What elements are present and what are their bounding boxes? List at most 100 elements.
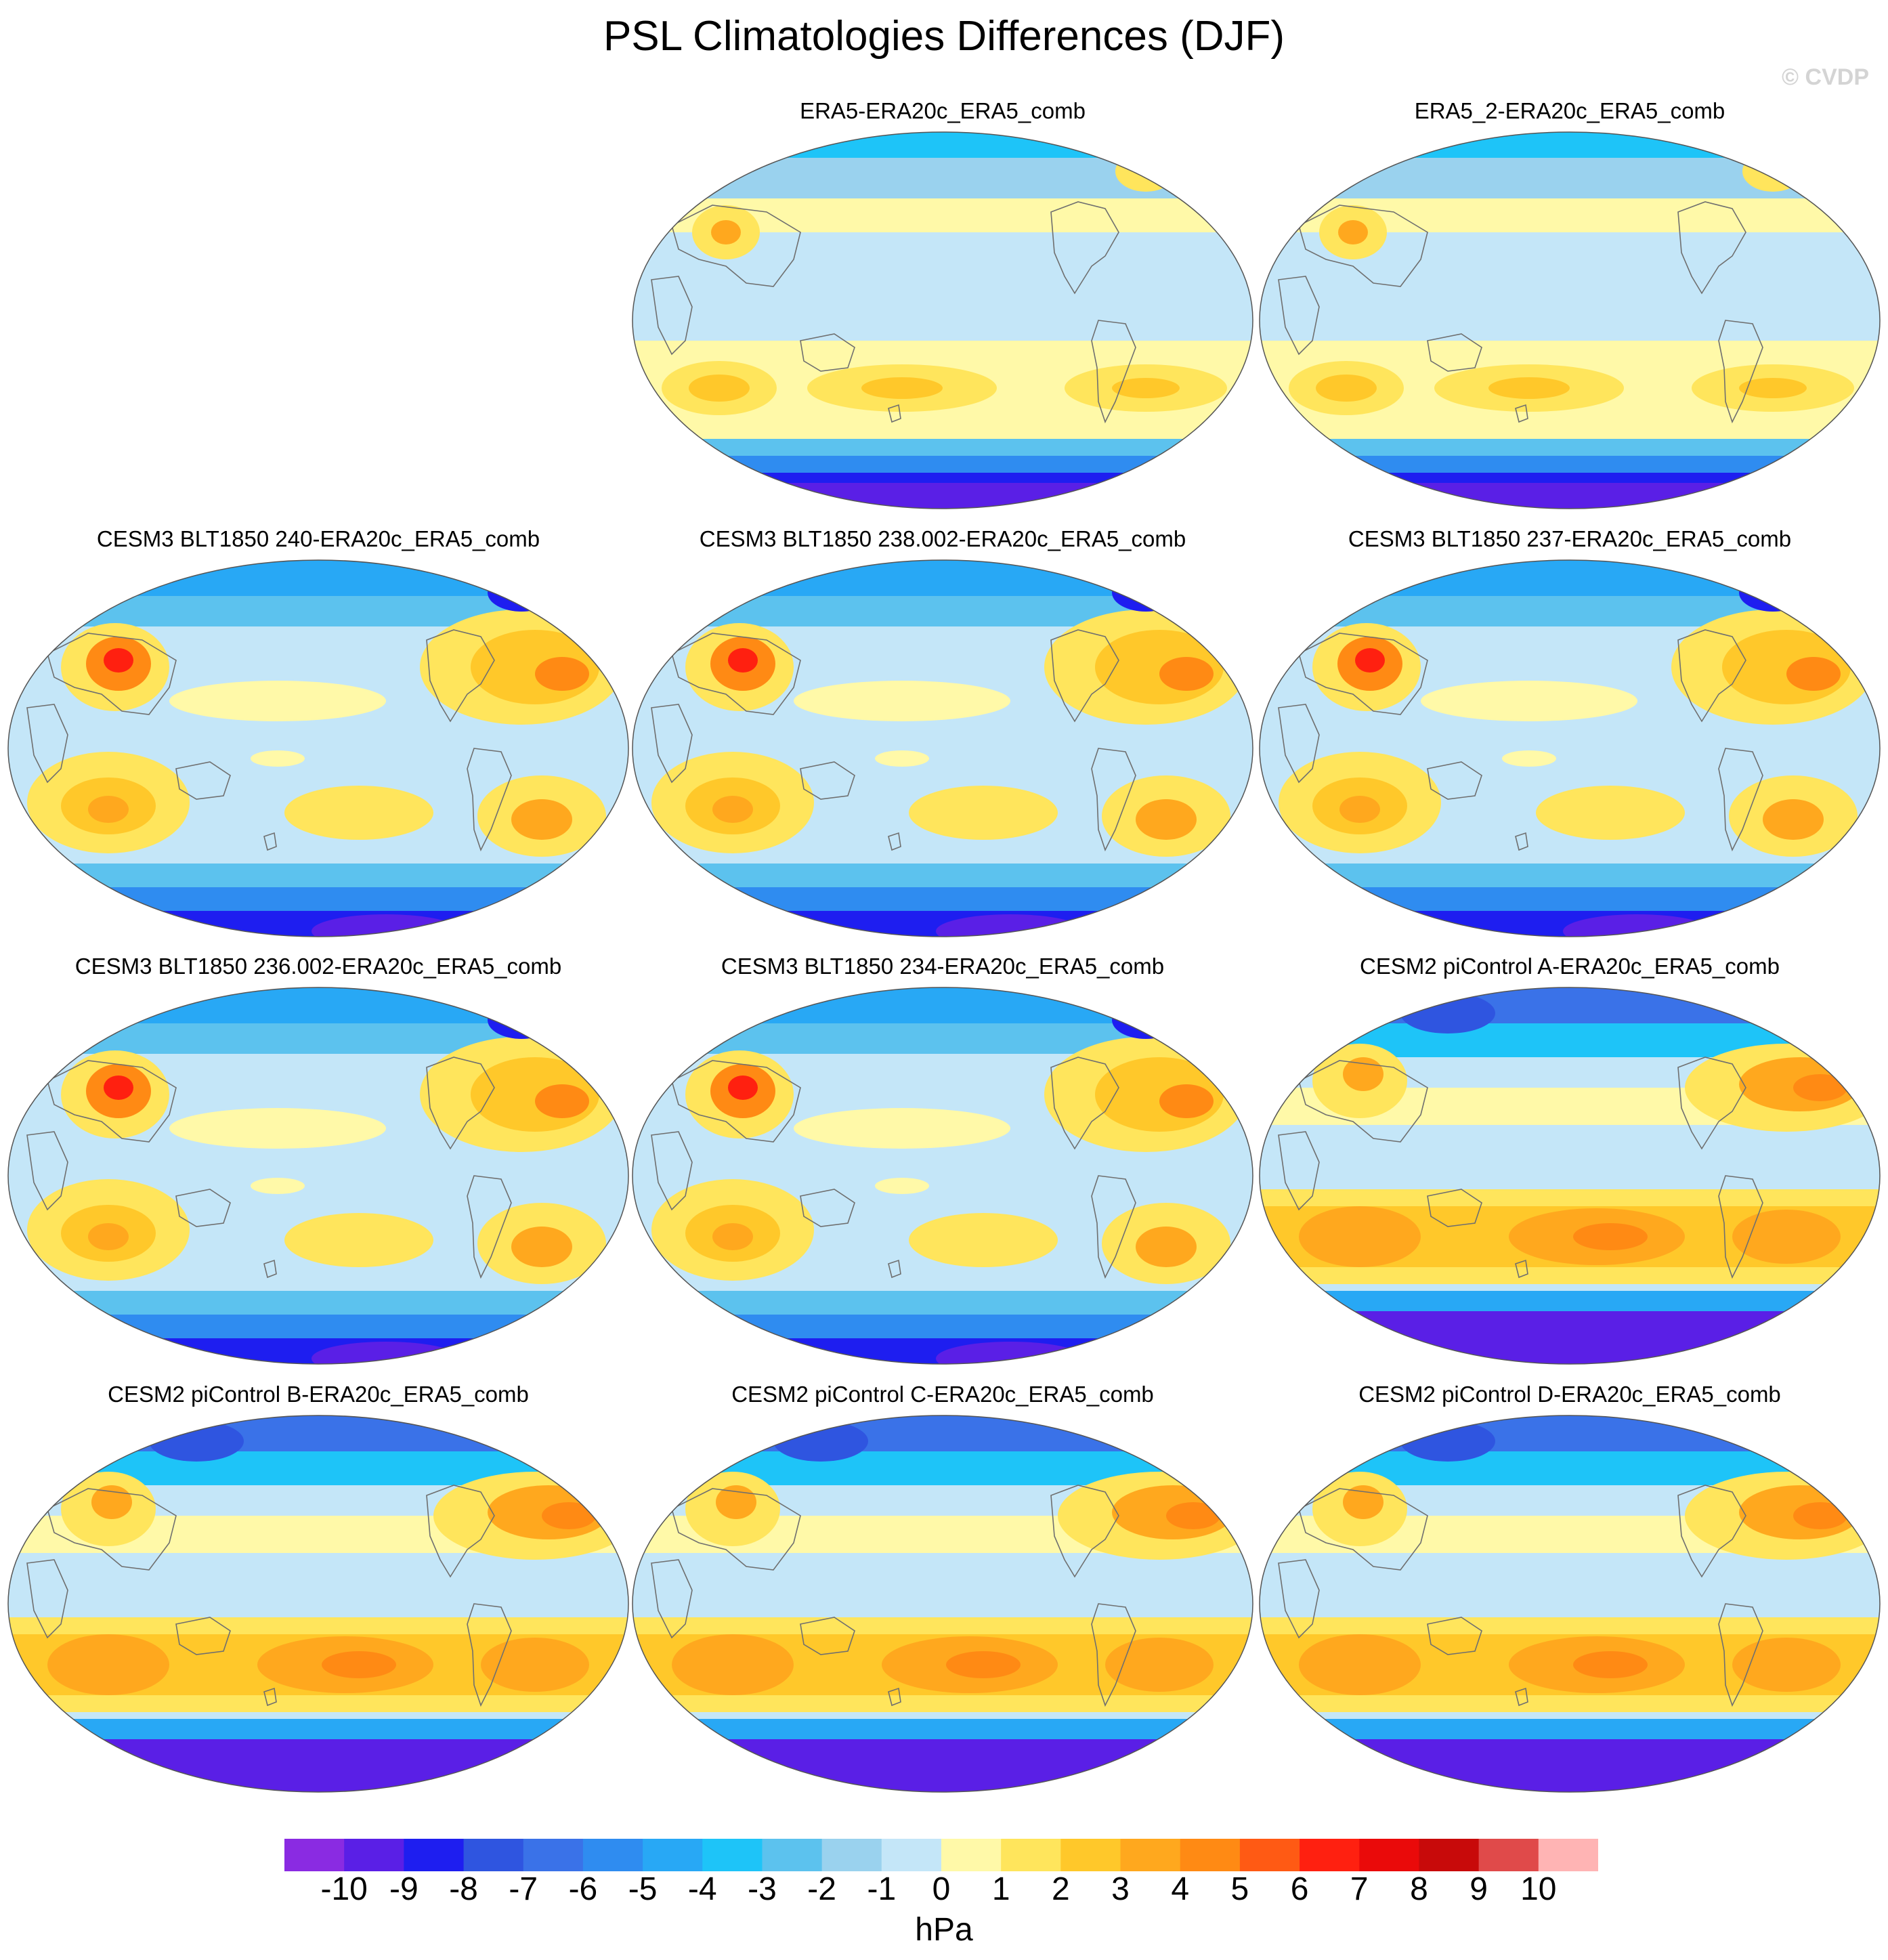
coastline bbox=[651, 704, 693, 784]
colorbar-box bbox=[702, 1839, 763, 1871]
colorbar-box bbox=[582, 1839, 643, 1871]
colorbar-box bbox=[1001, 1839, 1061, 1871]
field-band bbox=[1260, 887, 1880, 914]
colorbar-box bbox=[941, 1839, 1002, 1871]
colorbar-tick-label: -2 bbox=[807, 1871, 836, 1907]
colorbar-box bbox=[1239, 1839, 1300, 1871]
field-contour bbox=[1105, 1638, 1214, 1692]
colorbar-tick-label: 9 bbox=[1469, 1871, 1488, 1907]
field-contour bbox=[794, 1108, 1010, 1149]
field-contour bbox=[946, 1651, 1021, 1678]
colorbar-box bbox=[404, 1839, 465, 1871]
field-contour bbox=[728, 1075, 758, 1100]
colorbar-box bbox=[821, 1839, 882, 1871]
field-contour bbox=[1739, 378, 1807, 398]
map-panel-era5: ERA5-ERA20c_ERA5_comb bbox=[631, 98, 1254, 509]
colorbar-tick-label: -1 bbox=[867, 1871, 897, 1907]
field-contour bbox=[936, 1342, 1085, 1364]
coastline bbox=[467, 1175, 512, 1279]
coastline bbox=[1515, 832, 1528, 851]
world-map bbox=[7, 559, 629, 937]
map-border bbox=[632, 559, 1253, 937]
colorbar-box bbox=[463, 1839, 524, 1871]
colorbar-tick-label: -7 bbox=[509, 1871, 538, 1907]
map-border bbox=[7, 559, 629, 937]
coastline bbox=[175, 761, 231, 800]
field-band bbox=[632, 1315, 1253, 1342]
field-contour bbox=[1793, 1074, 1847, 1101]
field-band bbox=[8, 1315, 628, 1342]
field-contour bbox=[1115, 151, 1176, 192]
field-band bbox=[632, 1739, 1253, 1792]
field-contour bbox=[535, 657, 589, 691]
coastline bbox=[671, 1060, 801, 1143]
world-map bbox=[7, 1415, 629, 1793]
field-contour bbox=[312, 1342, 460, 1364]
field-contour bbox=[1732, 1638, 1841, 1692]
coastline bbox=[1427, 1189, 1482, 1227]
field-contour bbox=[1786, 657, 1841, 691]
field-contour bbox=[104, 648, 133, 673]
field-contour bbox=[1136, 1227, 1197, 1267]
coastline bbox=[1091, 320, 1136, 424]
field-contour bbox=[511, 799, 572, 840]
coastline bbox=[263, 832, 277, 851]
colorbar-units: hPa bbox=[915, 1912, 973, 1948]
map-border bbox=[632, 131, 1253, 509]
coastline bbox=[1515, 404, 1528, 423]
field-contour bbox=[773, 1421, 868, 1462]
panel-title: CESM3 BLT1850 234-ERA20c_ERA5_comb bbox=[721, 954, 1165, 979]
coastline bbox=[1050, 1485, 1119, 1578]
world-map bbox=[632, 131, 1253, 509]
coastline bbox=[1091, 1175, 1136, 1279]
colorbar-box bbox=[1120, 1839, 1181, 1871]
map-border bbox=[1259, 559, 1881, 937]
field-band bbox=[8, 1719, 628, 1743]
world-map bbox=[7, 987, 629, 1365]
field-contour bbox=[672, 1634, 794, 1695]
field-contour bbox=[728, 648, 758, 673]
colorbar-tick-label: -5 bbox=[628, 1871, 658, 1907]
field-contour bbox=[481, 1638, 589, 1692]
colorbar-tick-label: 10 bbox=[1520, 1871, 1557, 1907]
field-band bbox=[1260, 864, 1880, 891]
coastline bbox=[1050, 1057, 1119, 1150]
field-band bbox=[8, 1739, 628, 1792]
colorbar-tick-label: 6 bbox=[1290, 1871, 1309, 1907]
field-band bbox=[1260, 1311, 1880, 1364]
map-panel-cesm2-d: CESM2 piControl D-ERA20c_ERA5_comb bbox=[1258, 1382, 1881, 1793]
field-contour bbox=[1136, 799, 1197, 840]
field-contour bbox=[1166, 1502, 1220, 1529]
field-contour bbox=[1343, 1057, 1383, 1091]
colorbar-box bbox=[1180, 1839, 1241, 1871]
map-border bbox=[632, 987, 1253, 1365]
colorbar-tick-label: 1 bbox=[991, 1871, 1010, 1907]
field-contour bbox=[1316, 375, 1377, 402]
coastline bbox=[467, 748, 512, 852]
colorbar-tick-label: -3 bbox=[748, 1871, 777, 1907]
colorbar-tick-label: -4 bbox=[687, 1871, 717, 1907]
field-contour bbox=[712, 796, 753, 823]
field-contour bbox=[1299, 1206, 1421, 1267]
coastline bbox=[467, 1603, 512, 1707]
coastline bbox=[26, 704, 68, 784]
coastline bbox=[1718, 1175, 1763, 1279]
field-contour bbox=[1732, 1210, 1841, 1264]
colorbar-tick-label: 3 bbox=[1111, 1871, 1130, 1907]
field-band bbox=[8, 864, 628, 891]
field-contour bbox=[1763, 799, 1824, 840]
field-contour bbox=[1299, 1634, 1421, 1695]
world-map bbox=[632, 1415, 1253, 1793]
field-contour bbox=[322, 1651, 396, 1678]
colorbar-tick-label: 4 bbox=[1171, 1871, 1190, 1907]
coastline bbox=[1298, 1488, 1428, 1571]
field-contour bbox=[1502, 750, 1556, 767]
map-border bbox=[1259, 987, 1881, 1365]
coastline bbox=[1278, 1559, 1320, 1639]
coastline bbox=[1278, 276, 1320, 356]
colorbar-tick-label: -9 bbox=[389, 1871, 419, 1907]
coastline bbox=[1677, 201, 1746, 295]
field-contour bbox=[1563, 914, 1712, 937]
coastline bbox=[47, 1060, 177, 1143]
field-contour bbox=[511, 1227, 572, 1267]
